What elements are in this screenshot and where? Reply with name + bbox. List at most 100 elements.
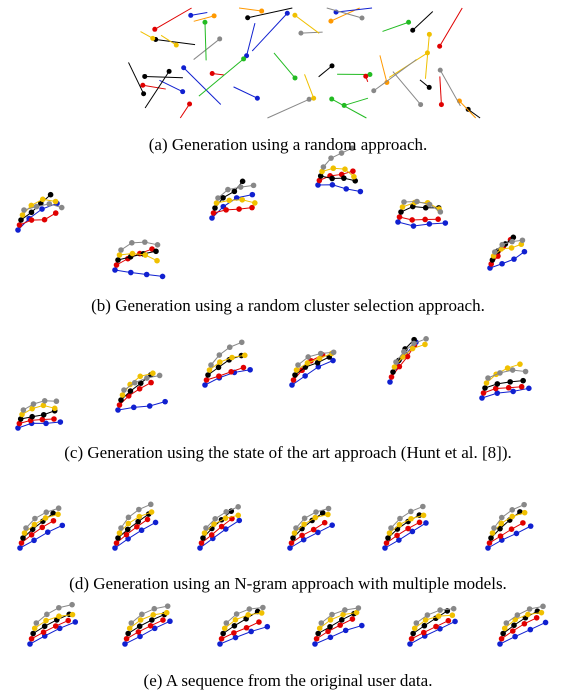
joint [164,603,171,609]
joint [250,182,257,189]
joint [42,515,49,521]
segment [204,22,207,61]
finger [411,620,449,640]
joint [17,416,24,422]
joint [28,202,35,209]
joint [69,601,75,608]
joint [127,381,133,388]
joint [202,382,208,388]
joint [51,416,57,422]
finger [130,605,168,624]
joint [510,388,516,395]
joint [23,525,29,531]
joint [44,529,51,535]
joint [399,204,406,210]
joint [433,623,439,630]
joint [29,413,35,420]
finger [207,355,242,376]
joint [246,606,253,612]
joint [337,622,343,628]
joint [340,611,346,618]
joint [150,35,156,41]
joint [518,383,525,390]
joint [329,611,335,618]
joint [238,339,245,346]
finger [114,522,156,549]
joint [540,603,546,610]
segment [198,58,244,97]
joint [235,504,241,510]
joint [50,517,57,524]
joint [142,252,149,258]
joint [201,530,208,536]
joint [30,630,36,637]
joint [410,27,416,33]
joint [353,609,360,616]
joint [151,625,158,632]
joint [156,372,163,379]
joint [313,509,319,515]
joint [218,635,225,642]
joint [410,223,417,229]
joint [142,239,148,245]
finger [214,181,243,209]
joint [291,530,298,536]
joint [328,155,334,161]
joint [396,521,403,528]
finger [119,511,152,534]
joint [31,625,38,632]
joint [422,341,428,348]
finger [19,418,54,424]
joint [420,629,427,636]
joint [357,188,364,195]
joint [116,402,123,408]
joint [498,514,505,521]
segment [154,7,192,30]
finger [502,610,538,634]
joint [217,36,223,42]
joint [388,525,394,531]
segment [373,59,417,92]
joint [399,354,406,360]
joint [298,30,304,36]
joint [116,252,123,258]
joint [232,634,239,641]
joint [118,247,124,253]
joint [527,523,534,529]
joint [319,168,325,175]
joint [293,367,300,373]
finger [487,369,526,379]
joint [197,545,203,551]
finger [319,612,357,629]
joint [359,15,365,21]
joint [18,217,24,223]
joint [209,215,215,221]
joint [18,540,25,546]
joint [215,364,222,371]
joint [43,617,49,624]
joint [341,175,347,181]
joint [325,511,331,518]
joint [300,536,307,543]
joint [141,91,147,97]
joint [127,388,134,394]
joint [40,411,47,418]
joint [218,523,225,530]
finger [289,524,333,549]
joint [311,95,317,101]
joint [225,186,231,193]
joint [205,372,211,378]
joint [509,513,516,520]
finger [492,512,525,534]
finger [222,611,258,634]
joint [435,216,441,222]
segment [144,75,183,79]
joint [398,209,404,215]
finger [120,241,158,251]
joint [292,75,298,81]
joint [287,545,293,551]
segment [190,12,208,16]
finger [389,514,424,534]
joint [509,507,516,513]
joint [408,515,414,522]
